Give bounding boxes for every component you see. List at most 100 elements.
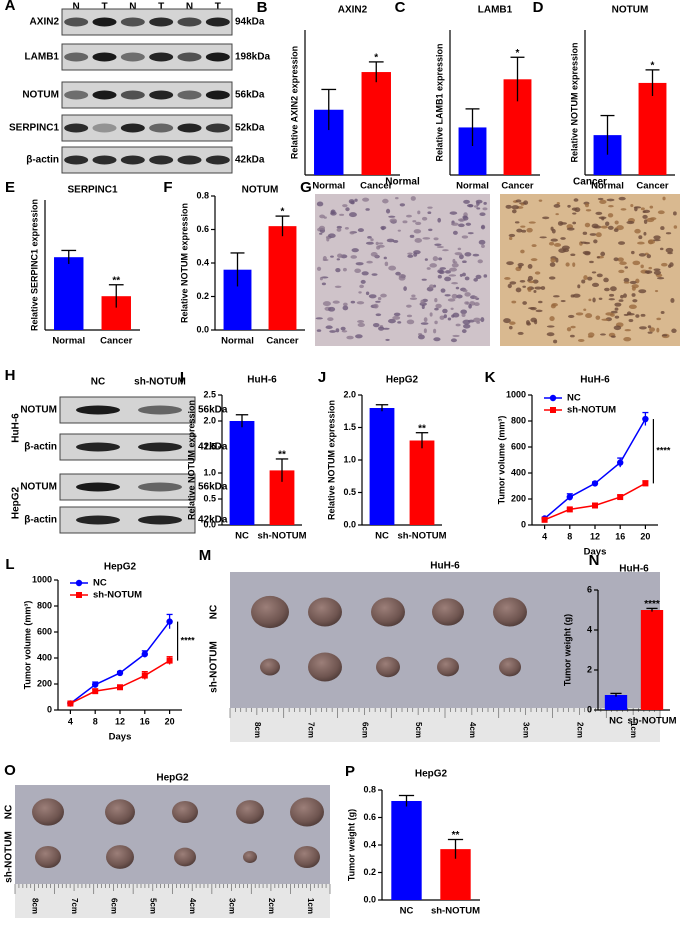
blot-band [205,52,230,62]
cell-nucleus [357,322,365,327]
marker [141,672,148,679]
blot-band [149,123,174,133]
protein-label: SERPINC1 [9,123,59,134]
y-tick-label: 200 [37,678,52,688]
cell-nucleus [620,294,624,299]
cell-nucleus [623,277,630,283]
x-tick-label: NC [235,531,249,542]
cell-nucleus [546,325,555,328]
cell-nucleus [667,264,672,268]
y-axis-label: Tumor volume (mm³) [22,601,32,690]
cell-nucleus [635,314,640,318]
bar [369,408,395,525]
cell-nucleus [526,227,533,233]
legend-marker [75,579,83,587]
cell-nucleus [570,253,576,257]
panel-letter: F [163,179,172,196]
cell-nucleus [370,238,374,242]
cell-nucleus [559,222,568,225]
cell-nucleus [511,300,517,304]
cell-nucleus [606,198,615,202]
y-axis-label: Relative AXIN2 expression [289,46,299,159]
marker [116,669,124,677]
cell-nucleus [402,220,408,224]
blot-band [177,155,202,165]
cell-nucleus [318,225,326,231]
cell-nucleus [365,241,374,245]
cell-nucleus [618,269,625,274]
cell-nucleus [482,207,488,211]
marker [92,681,99,688]
cell-nucleus [593,225,602,229]
significance: * [281,207,285,218]
cell-nucleus [595,232,602,238]
cell-nucleus [380,293,387,298]
cell-nucleus [420,322,429,325]
cell-nucleus [624,266,628,269]
cell-nucleus [520,225,526,228]
cell-nucleus [528,221,536,224]
cell-nucleus [577,284,581,289]
group-label: HepG2 [11,486,22,519]
cell-nucleus [653,235,661,240]
cell-nucleus [335,268,341,273]
cell-nucleus [525,320,530,325]
cell-nucleus [374,254,379,258]
cell-nucleus [626,312,635,316]
blot-band [120,123,145,133]
cell-nucleus [414,238,422,243]
cell-nucleus [624,329,632,332]
cell-nucleus [647,239,654,245]
cell-nucleus [569,334,575,338]
cell-nucleus [605,221,610,226]
cell-nucleus [454,252,463,256]
cell-nucleus [642,209,651,214]
cell-nucleus [517,331,524,335]
cell-nucleus [618,196,626,201]
cell-nucleus [530,306,537,311]
y-tick-label: 200 [511,493,526,503]
x-tick-label: 20 [165,716,175,726]
cell-nucleus [551,228,556,234]
cell-nucleus [424,258,428,261]
cell-nucleus [437,274,442,279]
panel-letter: A [5,0,16,14]
cell-nucleus [580,241,587,244]
cell-nucleus [571,207,578,211]
cell-nucleus [647,331,653,334]
cell-nucleus [467,232,474,235]
x-tick-label: Cancer [501,181,534,192]
cell-nucleus [535,309,543,313]
marker [117,684,123,691]
cell-nucleus [343,302,348,307]
blot-band [149,17,174,27]
cell-nucleus [382,327,390,330]
cell-nucleus [442,308,448,314]
cell-nucleus [452,230,458,235]
cell-nucleus [395,271,401,276]
y-axis-label: Relative NOTUM expression [186,400,196,520]
cell-nucleus [383,256,387,260]
cell-nucleus [538,300,543,304]
blot-band [205,17,230,27]
y-tick-label: 600 [511,441,526,451]
cell-nucleus [434,307,439,311]
cell-nucleus [468,304,472,309]
cell-nucleus [584,222,591,228]
cell-nucleus [456,294,463,299]
cell-nucleus [527,287,531,291]
cell-nucleus [566,327,572,332]
tumor [172,800,198,824]
cell-nucleus [389,218,398,223]
cell-nucleus [410,196,416,201]
panel-letter: L [5,556,14,573]
cell-nucleus [319,214,325,219]
image-title: HepG2 [156,773,189,784]
cell-nucleus [438,257,443,261]
x-tick-label: NC [400,906,414,917]
cell-nucleus [608,298,616,301]
y-axis-label: Relative SERPINC1 expression [29,199,39,331]
cell-nucleus [555,257,559,263]
cell-nucleus [638,235,643,240]
chart-title: HuH-6 [247,375,277,386]
